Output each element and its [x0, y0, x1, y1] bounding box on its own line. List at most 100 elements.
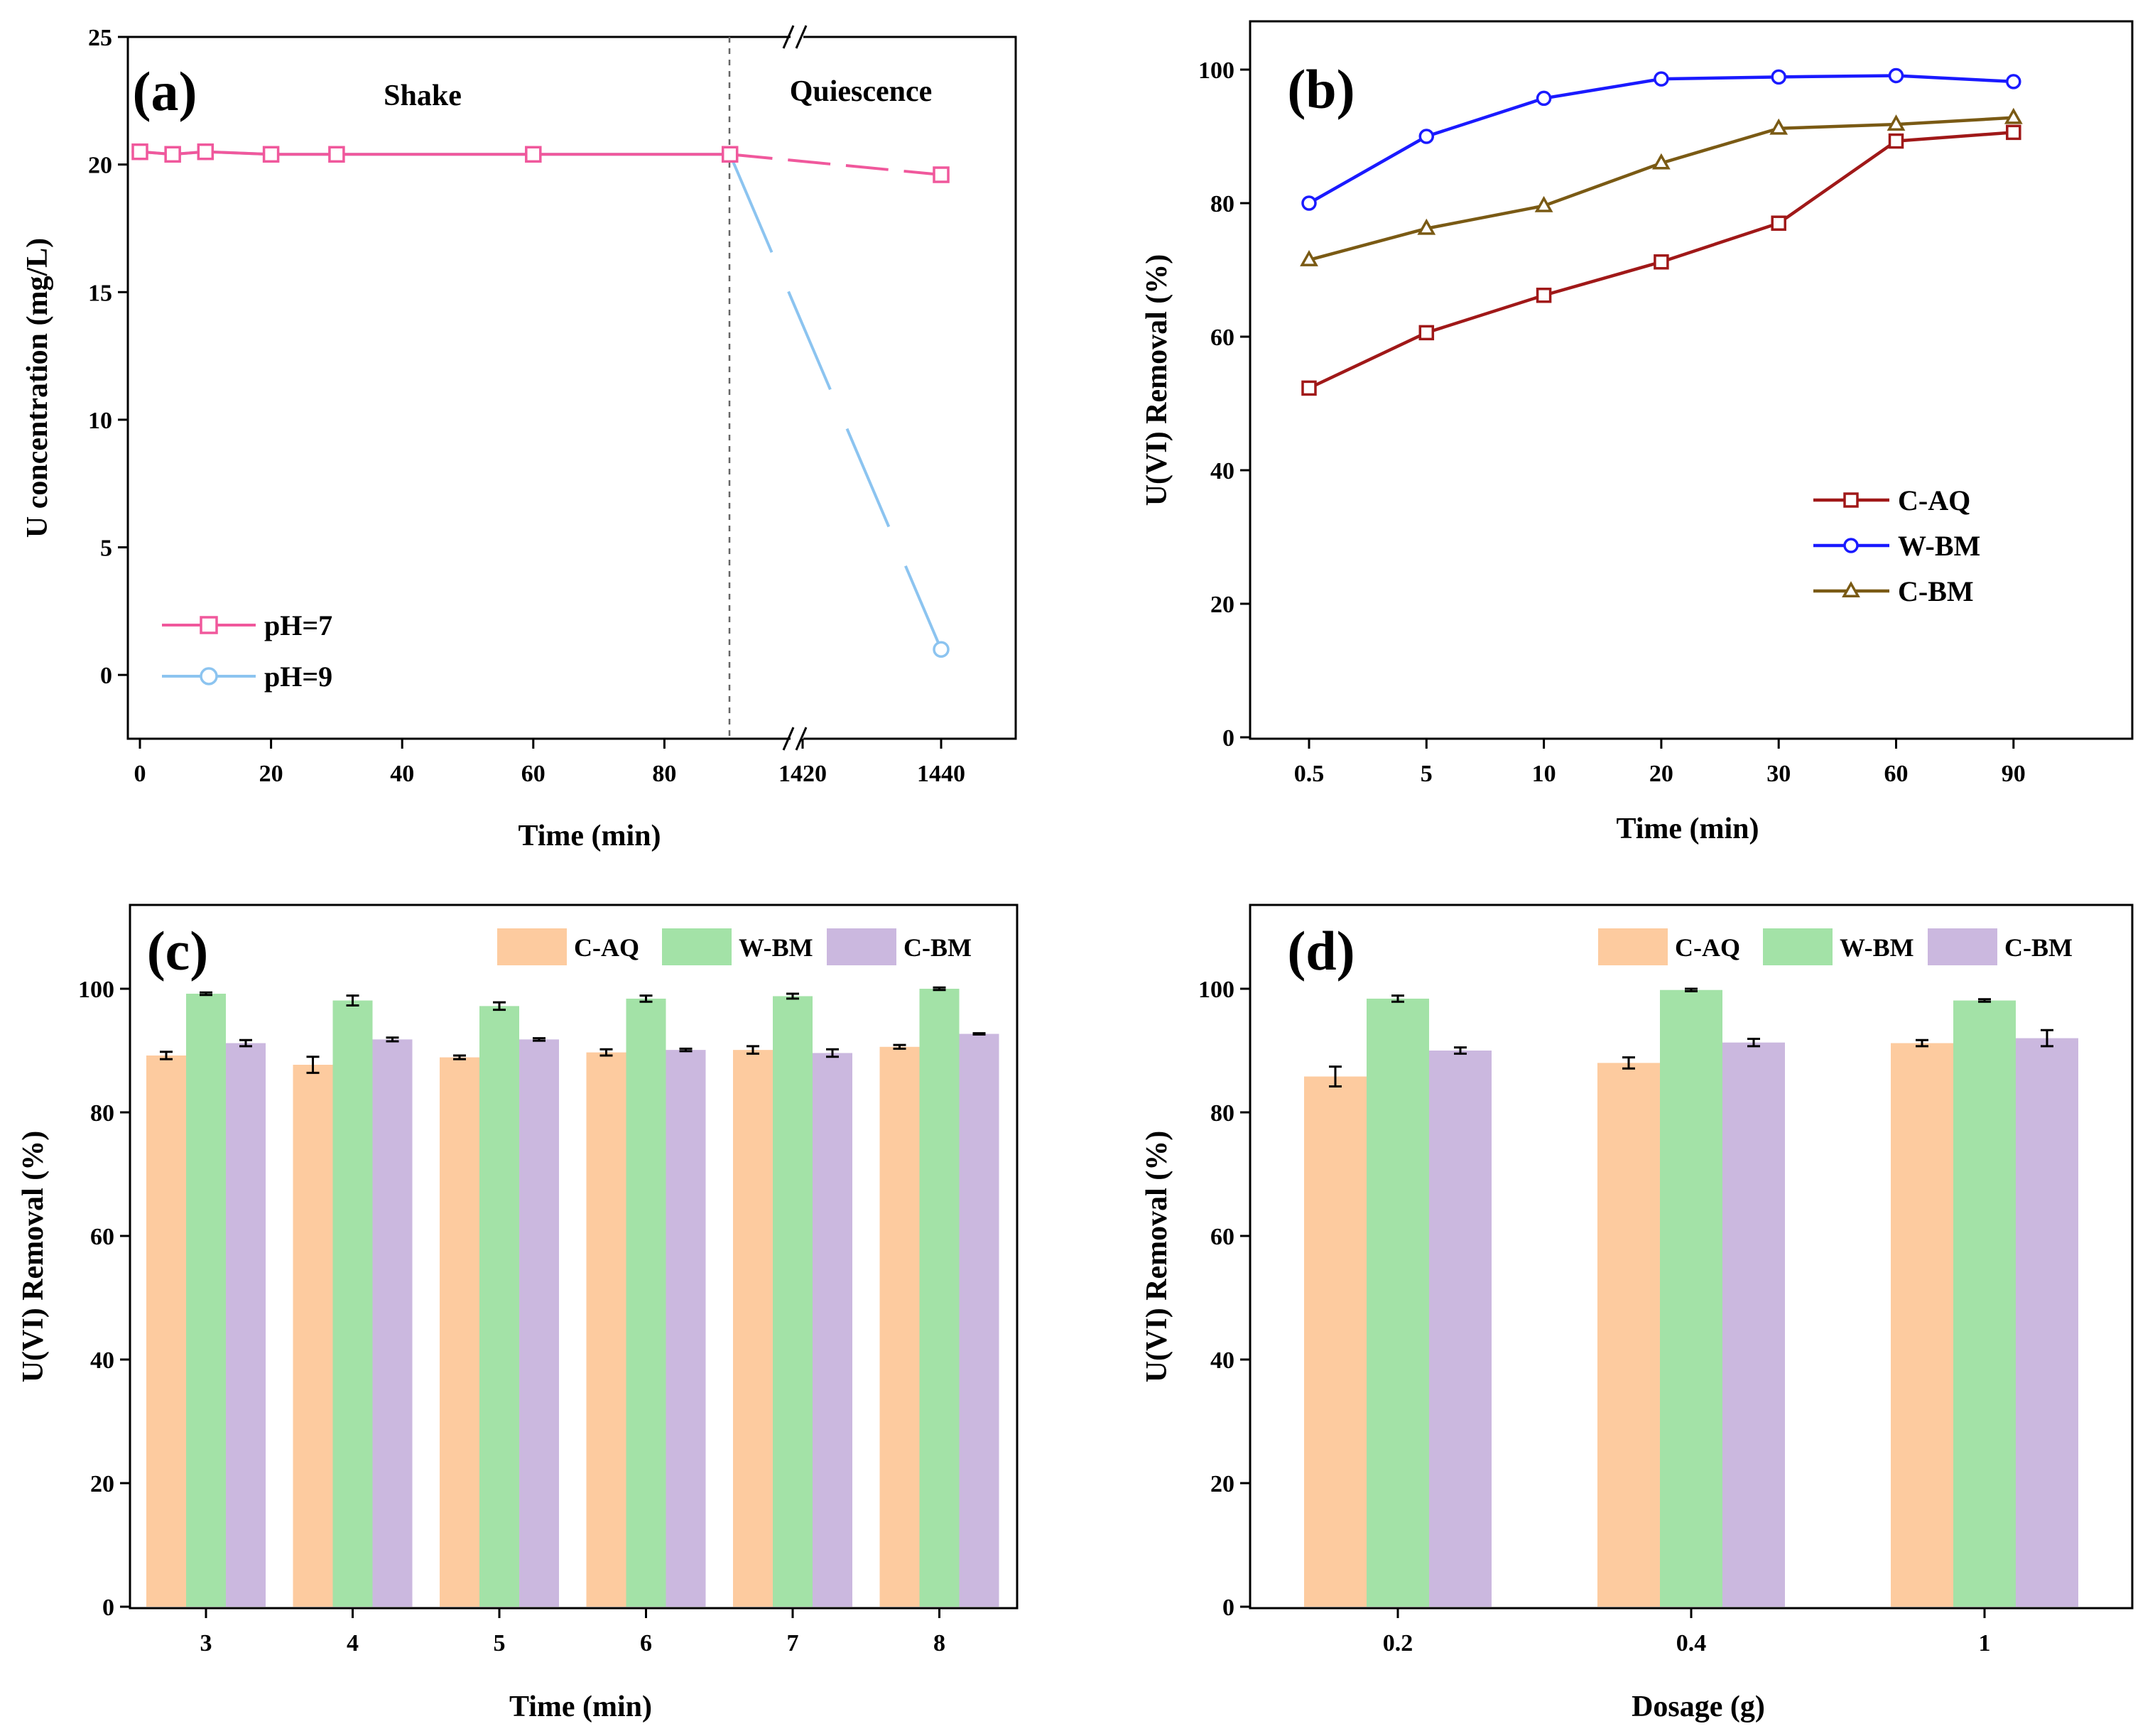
axis-break-mark — [782, 727, 795, 751]
y-tick-label: 20 — [88, 153, 112, 179]
x-tick-label: 10 — [1532, 761, 1556, 787]
bar — [1429, 1051, 1492, 1607]
data-point — [1888, 67, 1904, 84]
data-point — [721, 146, 739, 163]
region-label-quiescence: Quiescence — [790, 75, 933, 108]
x-tick-label: 0.4 — [1676, 1630, 1707, 1656]
y-tick-label: 60 — [1210, 325, 1234, 351]
bar — [919, 989, 960, 1607]
legend-label-C-BM: C-BM — [2004, 933, 2073, 962]
y-axis-label: U concentration (mg/L) — [21, 238, 54, 538]
data-point — [933, 641, 950, 658]
axis-break-mark — [782, 25, 795, 49]
y-tick-label: 0 — [100, 663, 112, 689]
y-tick-label: 60 — [1210, 1224, 1234, 1250]
bar — [626, 998, 666, 1607]
y-tick-label: 10 — [88, 408, 112, 434]
legend-label-pH=9: pH=9 — [264, 661, 332, 693]
y-tick-label: 25 — [88, 25, 112, 51]
data-point — [328, 146, 345, 163]
bar — [519, 1039, 559, 1607]
data-point — [1771, 215, 1786, 231]
axes-frame — [1249, 20, 2134, 740]
x-tick-label: 3 — [200, 1630, 212, 1656]
data-point — [1654, 254, 1669, 270]
legend-swatch — [1928, 928, 1997, 965]
axis-break-mark — [795, 727, 808, 751]
y-tick-label: 0 — [102, 1595, 114, 1621]
x-tick-label: 20 — [1649, 761, 1673, 787]
legend-label-W-BM: W-BM — [1840, 933, 1914, 962]
data-point — [2006, 74, 2021, 89]
data-point — [1652, 153, 1671, 170]
data-point — [2006, 124, 2021, 141]
data-point — [933, 166, 950, 183]
y-tick-label: 80 — [90, 1100, 114, 1127]
data-point — [1418, 325, 1435, 341]
x-tick-label: 0.5 — [1294, 761, 1325, 787]
bar — [586, 1052, 626, 1607]
x-tick-label: 4 — [347, 1630, 359, 1656]
data-point — [197, 143, 215, 161]
x-tick-label: 1 — [1979, 1630, 1991, 1656]
panel-d: 0 20 40 60 80 100 U(VI) Removal (%) 0.2 0.4 1 Dosa… — [1141, 904, 2134, 1723]
data-point — [1769, 118, 1788, 135]
bar — [293, 1065, 333, 1607]
legend-marker — [200, 616, 218, 634]
bar — [1597, 1063, 1660, 1607]
y-tick-label: 0 — [1222, 1595, 1234, 1621]
data-point — [262, 146, 280, 163]
panel-label: (b) — [1287, 58, 1355, 120]
x-tick-label: 8 — [933, 1630, 945, 1656]
y-tick-label: 60 — [90, 1224, 114, 1250]
panel-c: 0 20 40 60 80 100 U(VI) Removal (%) 3 4 5 6 7 8 Time … — [17, 904, 1019, 1723]
panel-b: 0 20 40 60 80 100 U(VI) Removal (%) 0.5 5 10 20 30 6… — [1141, 20, 2134, 845]
x-tick-label: 1440 — [917, 761, 965, 787]
y-axis-label: U(VI) Removal (%) — [17, 1131, 50, 1383]
x-tick-label: 30 — [1766, 761, 1791, 787]
bar — [733, 1050, 773, 1607]
legend-label-C-AQ: C-AQ — [574, 933, 639, 962]
data-point — [1300, 249, 1318, 266]
legend-swatch — [662, 928, 732, 965]
legend-swatch — [1763, 928, 1833, 965]
bar — [226, 1043, 266, 1607]
region-label-shake: Shake — [384, 80, 462, 112]
legend-label-W-BM: W-BM — [1898, 530, 1980, 562]
bar — [1722, 1042, 1785, 1607]
legend-label-C-BM: C-BM — [1898, 575, 1974, 607]
x-tick-label: 7 — [787, 1630, 799, 1656]
bar — [1660, 989, 1722, 1607]
y-tick-label: 40 — [1210, 1347, 1234, 1374]
series-line-pH=9 — [728, 153, 943, 651]
legend-marker — [1843, 492, 1859, 508]
bar — [479, 1006, 519, 1607]
bar — [1891, 1043, 1953, 1607]
data-point — [1417, 218, 1436, 235]
data-point — [1654, 71, 1669, 87]
x-tick-label: 0 — [134, 761, 146, 787]
data-point — [1771, 69, 1786, 85]
y-tick-label: 20 — [90, 1471, 114, 1497]
y-tick-label: 20 — [1210, 592, 1234, 618]
x-tick-label: 6 — [640, 1630, 652, 1656]
bar — [773, 996, 813, 1607]
y-tick-label: 100 — [1198, 58, 1234, 84]
legend-label-C-AQ: C-AQ — [1898, 484, 1970, 516]
bar — [1304, 1076, 1367, 1607]
y-tick-label: 5 — [100, 536, 112, 562]
x-axis-label: Dosage (g) — [1632, 1691, 1765, 1723]
axes-frame — [129, 904, 1019, 1610]
legend-marker — [1843, 538, 1859, 553]
legend-swatch — [1598, 928, 1668, 965]
x-tick-label: 60 — [1884, 761, 1909, 787]
y-tick-label: 40 — [1210, 458, 1234, 484]
y-tick-label: 15 — [88, 280, 112, 306]
legend-swatch — [827, 928, 896, 965]
legend-label-W-BM: W-BM — [739, 933, 813, 962]
data-point — [1887, 114, 1906, 131]
legend-swatch — [497, 928, 567, 965]
panel-label: (a) — [133, 60, 197, 122]
y-tick-label: 100 — [1198, 977, 1234, 1003]
y-tick-label: 80 — [1210, 1100, 1234, 1127]
